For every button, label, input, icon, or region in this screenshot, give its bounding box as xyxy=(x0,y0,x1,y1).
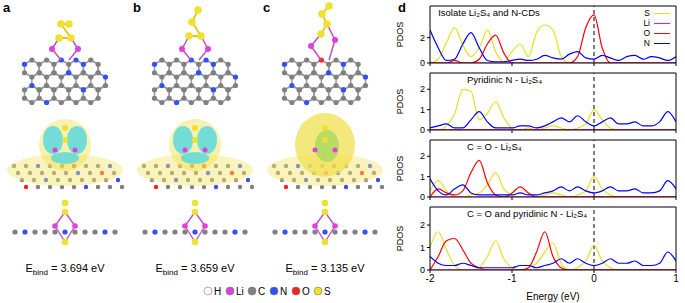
html-text:O: O xyxy=(643,28,650,38)
svg-text:2: 2 xyxy=(420,220,425,230)
svg-text:1: 1 xyxy=(673,273,679,284)
svg-text:Ebind = 3.135 eV: Ebind = 3.135 eV xyxy=(285,262,365,277)
html-text:N: N xyxy=(643,38,650,48)
svg-text:c: c xyxy=(263,0,270,15)
svg-text:Ebind = 3.659 eV: Ebind = 3.659 eV xyxy=(155,262,235,277)
svg-text:Energy (eV): Energy (eV) xyxy=(526,291,579,302)
svg-text:-1: -1 xyxy=(508,273,517,284)
html-text:S: S xyxy=(644,8,650,18)
html-text:Li: Li xyxy=(643,18,650,28)
svg-text:b: b xyxy=(133,0,141,15)
svg-text:2: 2 xyxy=(420,151,425,161)
svg-text:H: H xyxy=(214,286,221,297)
svg-text:O: O xyxy=(302,286,310,297)
svg-text:0: 0 xyxy=(420,192,425,202)
svg-text:2: 2 xyxy=(420,33,425,43)
html-text:Pyridinic N - Li₂S₄: Pyridinic N - Li₂S₄ xyxy=(466,74,542,85)
svg-text:1: 1 xyxy=(420,172,425,182)
svg-text:0: 0 xyxy=(420,125,425,135)
html-text:Isolate Li₂S₄ and N-CDs: Isolate Li₂S₄ and N-CDs xyxy=(438,7,540,18)
svg-text:PDOS: PDOS xyxy=(396,22,405,48)
svg-text:1: 1 xyxy=(420,105,425,115)
svg-text:Li: Li xyxy=(236,286,244,297)
svg-text:a: a xyxy=(3,0,11,15)
svg-text:-2: -2 xyxy=(426,273,435,284)
svg-text:0: 0 xyxy=(420,265,425,275)
svg-text:PDOS: PDOS xyxy=(396,156,405,182)
svg-text:0: 0 xyxy=(420,58,425,68)
svg-text:Ebind = 3.694 eV: Ebind = 3.694 eV xyxy=(25,262,105,277)
svg-text:0: 0 xyxy=(591,273,597,284)
svg-text:S: S xyxy=(324,286,331,297)
html-text:C = O - Li₂S₄: C = O - Li₂S₄ xyxy=(466,141,522,152)
html-text:d: d xyxy=(398,0,406,15)
svg-text:PDOS: PDOS xyxy=(396,89,405,115)
html-text:C = O and pyridinic N - Li₂S₄: C = O and pyridinic N - Li₂S₄ xyxy=(466,208,588,219)
svg-text:PDOS: PDOS xyxy=(396,226,405,252)
svg-text:2: 2 xyxy=(420,84,425,94)
svg-text:N: N xyxy=(280,286,287,297)
svg-text:1: 1 xyxy=(420,243,425,253)
svg-text:C: C xyxy=(258,286,265,297)
